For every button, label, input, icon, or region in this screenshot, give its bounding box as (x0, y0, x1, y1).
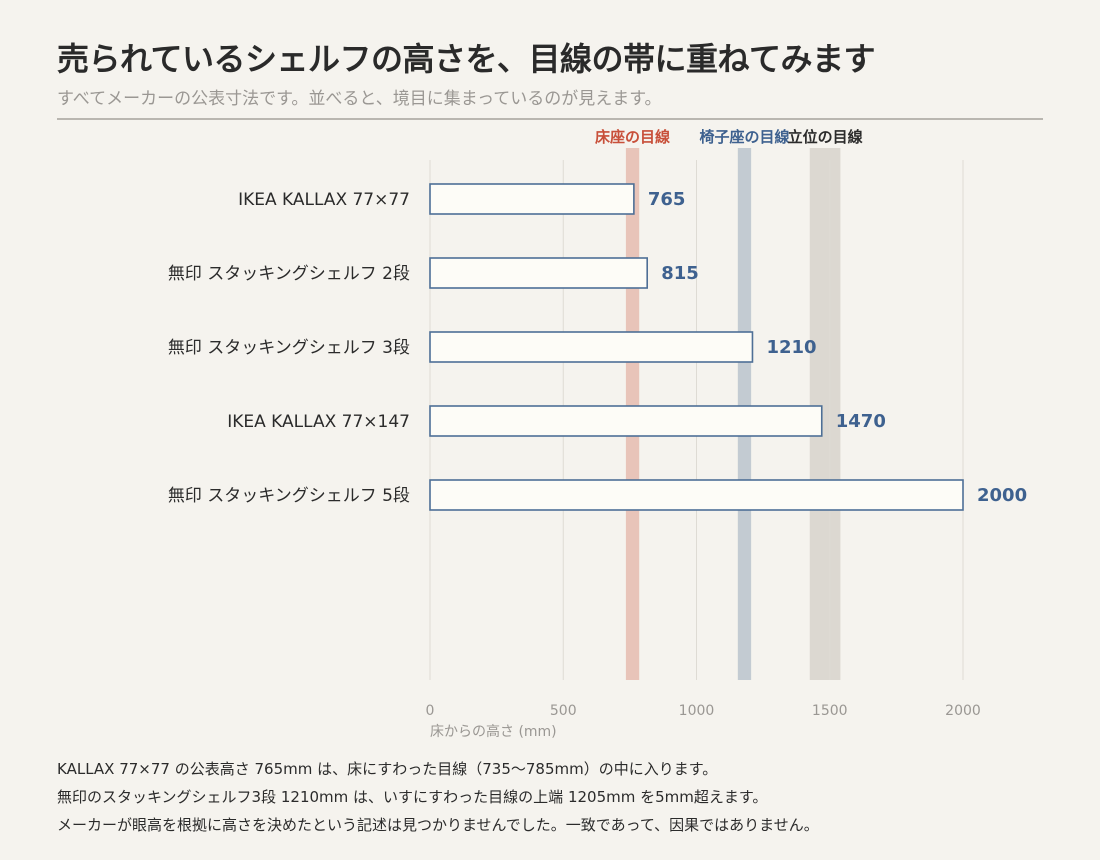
note-line-1: KALLAX 77×77 の公表高さ 765mm は、床にすわった目線（735〜… (57, 760, 718, 778)
band-label-3: 立位の目線 (788, 128, 863, 146)
x-tick-label-2000: 2000 (945, 703, 981, 719)
category-label-2: 無印 スタッキングシェルフ 2段 (168, 264, 410, 284)
category-label-3: 無印 スタッキングシェルフ 3段 (168, 338, 410, 358)
x-tick-label-1500: 1500 (812, 703, 848, 719)
bar-1 (429, 183, 635, 215)
bar-2 (429, 257, 648, 289)
page-subtitle: すべてメーカーの公表寸法です。並べると、境目に集まっているのが見えます。 (57, 89, 662, 109)
x-axis-label: 床からの高さ (mm) (430, 723, 557, 740)
band-label-2: 椅子座の目線 (699, 128, 789, 146)
x-tick-label-0: 0 (426, 703, 435, 719)
bar-5 (429, 479, 964, 511)
header-divider (57, 118, 1043, 120)
value-label-2: 815 (661, 263, 699, 284)
note-line-2: 無印のスタッキングシェルフ3段 1210mm は、いすにすわった目線の上端 12… (57, 788, 768, 806)
bars (429, 183, 964, 511)
category-label-4: IKEA KALLAX 77×147 (227, 412, 410, 432)
bar-3 (429, 331, 754, 363)
page-title: 売られているシェルフの高さを、目線の帯に重ねてみます (57, 40, 876, 78)
value-label-3: 1210 (766, 337, 816, 358)
category-label-1: IKEA KALLAX 77×77 (238, 190, 410, 210)
value-label-5: 2000 (977, 485, 1027, 506)
footnotes: KALLAX 77×77 の公表高さ 765mm は、床にすわった目線（735〜… (57, 755, 819, 839)
value-label-4: 1470 (836, 411, 886, 432)
bar-4 (429, 405, 823, 437)
category-label-5: 無印 スタッキングシェルフ 5段 (168, 486, 410, 506)
x-tick-label-1000: 1000 (679, 703, 715, 719)
x-tick-label-500: 500 (550, 703, 577, 719)
value-label-1: 765 (648, 189, 686, 210)
band-label-1: 床座の目線 (595, 128, 670, 146)
note-line-3: メーカーが眼高を根拠に高さを決めたという記述は見つかりませんでした。一致であって… (57, 816, 819, 834)
